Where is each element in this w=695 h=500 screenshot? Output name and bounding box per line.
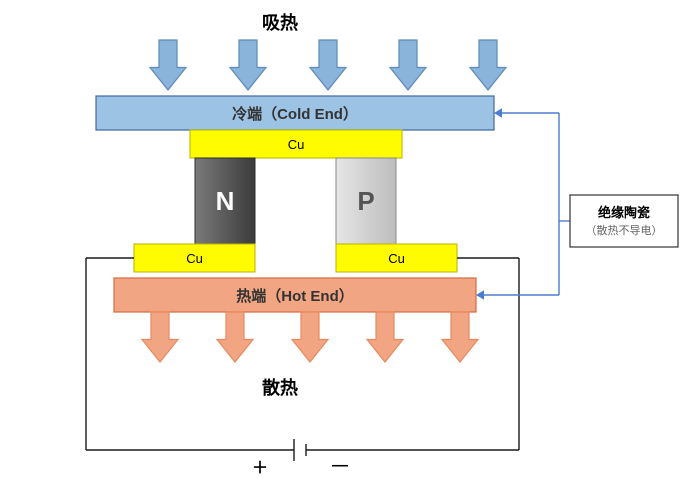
cold-arrow-icon: [230, 40, 266, 90]
hot-plate-label: 热端（Hot End）: [114, 278, 476, 312]
battery-neg: —: [320, 456, 360, 476]
n-pillar-label: N: [195, 158, 255, 244]
cold-arrow-icon: [390, 40, 426, 90]
hot-arrow-icon: [442, 312, 478, 362]
ceramic-sub: （散热不导电）: [570, 221, 678, 239]
p-pillar-label: P: [336, 158, 396, 244]
ceramic-title: 绝缘陶瓷: [570, 201, 678, 221]
absorb-heat-label: 吸热: [230, 10, 330, 34]
cold-arrow-icon: [470, 40, 506, 90]
hot-arrow-icon: [142, 312, 178, 362]
ceramic-arrow-icon: [476, 290, 484, 300]
dissipate-heat-label: 散热: [230, 375, 330, 399]
cold-arrow-icon: [310, 40, 346, 90]
cu-left-label: Cu: [134, 244, 255, 272]
cold-plate-label: 冷端（Cold End）: [96, 96, 494, 130]
cu-top-label: Cu: [190, 130, 402, 158]
hot-arrow-icon: [217, 312, 253, 362]
hot-arrow-icon: [367, 312, 403, 362]
ceramic-arrow-icon: [494, 108, 502, 118]
cu-right-label: Cu: [336, 244, 457, 272]
hot-arrow-icon: [292, 312, 328, 362]
cold-arrow-icon: [150, 40, 186, 90]
battery-pos: ＋: [240, 456, 280, 476]
